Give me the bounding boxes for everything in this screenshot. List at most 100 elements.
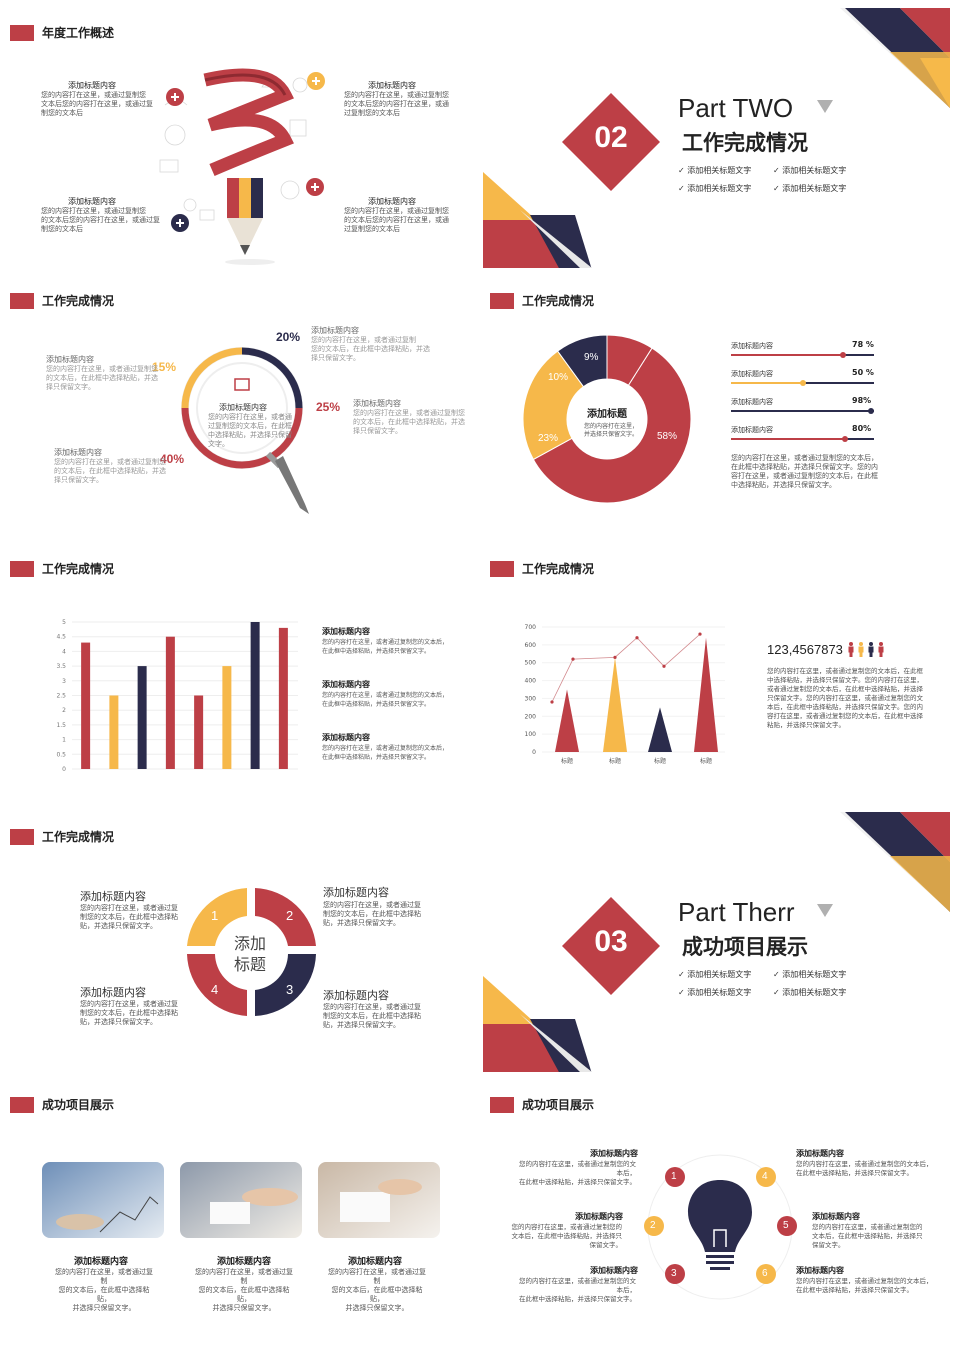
x-tick-label: 标题	[561, 757, 573, 765]
part-label: Part Therr	[678, 897, 795, 927]
lightbulb-icon	[688, 1180, 752, 1252]
progress-fill	[731, 410, 872, 412]
progress-track	[731, 380, 874, 386]
y-tick-label: 3.5	[56, 663, 66, 670]
triangle-bar	[555, 689, 579, 752]
slide-annual-overview: 年度工作概述 添加标题内容 您的内容打在这里，或通过复制您 文本后您的内容打在这里…	[0, 0, 480, 268]
y-tick-label: 200	[525, 713, 537, 720]
block-text: 您的内容打在这里，或者通过复制您的文本后，在此框中选择粘贴，并选择只保留文字。	[54, 458, 166, 484]
progress-label: 添加标题内容	[731, 426, 773, 434]
y-tick-label: 0	[62, 766, 66, 773]
cycle-center-title: 添加 标题	[234, 936, 267, 974]
y-tick-label: 1.5	[56, 722, 66, 729]
check-item: ✓ 添加相关标题文字	[773, 166, 847, 175]
y-tick-label: 1	[62, 737, 66, 744]
slide-lightbulb: 成功项目展示 1 2 3 4 5 6 添加标题内容 您的内容打在这里，或者通过复…	[480, 1072, 960, 1340]
check-item: ✓ 添加相关标题文字	[678, 184, 752, 193]
block-text: 您的内容打在这里，或通过复制您的文本后您的内容打在这里，或通过复制您的文本后	[41, 207, 160, 233]
block-text: 您的内容打在这里，或通过复制您的文本后您的内容打在这里，或通过复制您的文本后	[344, 207, 449, 233]
part-label: Part TWO	[678, 93, 794, 123]
slide-project-cards: 成功项目展示 添加标题内容 您的内容打在这里，或者通过复制 您的文本后，在此框中选…	[0, 1072, 480, 1340]
slide-title: 工作完成情况	[522, 294, 595, 308]
progress-value: 78 %	[852, 340, 874, 349]
donut-title: 添加标题	[587, 409, 627, 420]
slide-header: 工作完成情况	[490, 560, 594, 577]
block-title: 添加标题内容	[46, 355, 94, 364]
bar	[137, 666, 147, 769]
block-title: 添加标题内容	[68, 81, 116, 90]
card-text: 您的内容打在这里，或者通过复制 您的文本后，在此框中选择粘贴， 并选择只保留文字。	[195, 1268, 293, 1312]
header-marker	[10, 560, 34, 577]
block-title: 添加标题内容	[812, 1212, 860, 1221]
center-title: 添加标题内容	[219, 403, 267, 412]
section-title: 工作完成情况	[682, 132, 808, 155]
block-text: 您的内容打在这里，或者通过复制您的文本后，在此框中选择粘贴，并选择只保留文字。	[80, 904, 178, 930]
block-title: 添加标题内容	[796, 1149, 844, 1158]
slide-header: 工作完成情况	[10, 292, 114, 309]
x-tick-label: 标题	[654, 757, 666, 765]
progress-value: 50 %	[852, 368, 874, 377]
slice-label: 58%	[657, 431, 678, 442]
block-text: 您的内容打在这里，或者通过复制您的文本后，在此框中选择粘贴，并选择只保留文字。	[80, 1000, 178, 1026]
bar	[81, 642, 91, 769]
people-icons	[848, 642, 884, 657]
block-text: 您的内容打在这里，或者通过复制您的文本后，在此框中选择粘贴，并选择只保留文字。	[812, 1223, 923, 1249]
y-tick-label: 4	[62, 648, 66, 655]
slide-header: 工作完成情况	[490, 292, 594, 309]
block-title: 添加标题内容	[68, 197, 116, 206]
block-title: 添加标题内容	[590, 1266, 638, 1275]
card-title: 添加标题内容	[74, 1257, 129, 1267]
y-tick-label: 600	[525, 642, 537, 649]
bar	[165, 636, 175, 769]
progress-knob	[799, 380, 806, 386]
card-text: 您的内容打在这里，或者通过复制 您的文本后，在此框中选择粘贴， 并选择只保留文字。	[55, 1268, 153, 1312]
step-number: 2	[286, 908, 294, 923]
slide-bar-chart: 工作完成情况 0 0.5 1 1.5 2 2.5 3 3.5 4 4.5 5 添加标题内容 您的内容…	[0, 536, 480, 804]
block-text: 您的内容打在这里，或者通过复制您的文本后，在此框中选择粘贴，并选择只保留文字。	[323, 1003, 421, 1029]
slide-title: 工作完成情况	[42, 830, 115, 844]
header-marker	[10, 24, 34, 41]
slide-header: 成功项目展示	[490, 1096, 594, 1113]
slide-title: 年度工作概述	[42, 26, 115, 40]
bar	[278, 627, 288, 769]
progress-label: 添加标题内容	[731, 398, 773, 406]
block-title: 添加标题内容	[323, 886, 389, 899]
y-tick-label: 100	[525, 731, 537, 738]
check-item: ✓ 添加相关标题文字	[773, 970, 847, 979]
slide-header: 工作完成情况	[10, 560, 114, 577]
donut-slice	[606, 334, 653, 386]
y-tick-label: 2.5	[56, 693, 66, 700]
step-number: 5	[783, 1220, 789, 1231]
slide-title: 工作完成情况	[522, 562, 595, 576]
pct-label: 15%	[152, 360, 177, 374]
presentation-icon	[234, 378, 250, 391]
block-title: 添加标题内容	[353, 399, 401, 408]
block-title: 添加标题内容	[322, 627, 370, 636]
y-tick-label: 5	[62, 619, 66, 626]
block-title: 添加标题内容	[311, 326, 359, 335]
card-text: 您的内容打在这里，或者通过复制 您的文本后，在此框中选择粘贴， 并选择只保留文字。	[328, 1268, 426, 1312]
block-title: 添加标题内容	[322, 680, 370, 689]
triangle-bar	[603, 657, 627, 752]
y-tick-label: 300	[525, 695, 537, 702]
block-text: 您的内容打在这里，或者通过复制您的文本后，在此框中选择粘贴，并选择只保留文字。	[353, 409, 465, 435]
block-text: 您的内容打在这里，或者通过复制您的文本后，在此框中选择粘贴，并选择只保留文字。	[323, 901, 421, 927]
slide-part-three: 03 Part Therr 成功项目展示 ✓ 添加相关标题文字 ✓ 添加相关标题…	[480, 804, 960, 1072]
y-tick-label: 3	[62, 678, 66, 685]
check-item: ✓ 添加相关标题文字	[773, 988, 847, 997]
header-marker	[10, 828, 34, 845]
block-title: 添加标题内容	[368, 81, 416, 90]
progress-fill	[731, 382, 803, 384]
slide-title: 工作完成情况	[42, 562, 115, 576]
section-title: 成功项目展示	[682, 936, 808, 959]
donut-chart	[522, 334, 692, 504]
progress-track	[731, 408, 875, 414]
block-text: 您的内容打在这里，或者通过复制您的文本后，在此框中选择粘贴，并选择只保留文字。	[519, 1277, 636, 1303]
triangle-bar	[694, 637, 718, 752]
donut-slice	[522, 350, 585, 461]
donut-text: 您的内容打在这里， 并选择只保留文字。	[584, 423, 639, 438]
slide-cycle: 工作完成情况 1 2 3 4 添加 标题 添加标题内容 您的内容打在这里，或者通过…	[0, 804, 480, 1072]
progress-track	[731, 352, 874, 358]
progress-value: 80%	[852, 424, 872, 433]
series-point	[635, 636, 639, 640]
